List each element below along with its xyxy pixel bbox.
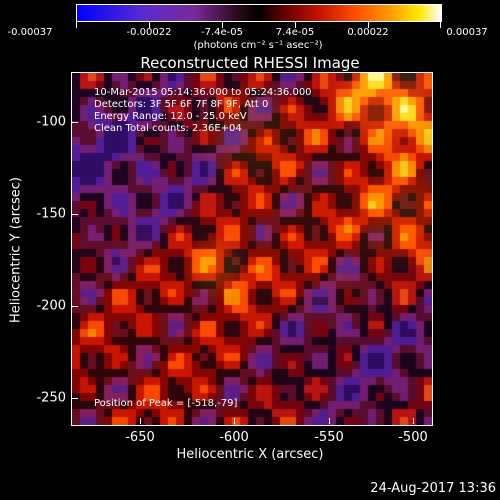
x-tick-label: -500 bbox=[398, 430, 428, 445]
x-axis-label: Heliocentric X (arcsec) bbox=[176, 447, 324, 462]
y-tick bbox=[72, 306, 78, 307]
colorbar-tick bbox=[149, 22, 150, 28]
x-tick bbox=[413, 418, 414, 424]
y-tick bbox=[72, 398, 78, 399]
colorbar-tick bbox=[368, 22, 369, 28]
image-title: Reconstructed RHESSI Image bbox=[140, 54, 360, 72]
colorbar-tick-label: -0.00022 bbox=[126, 27, 172, 38]
colorbar-tick-label: 0.00037 bbox=[446, 27, 488, 38]
y-tick-label: -200 bbox=[36, 298, 66, 314]
x-tick-label: -600 bbox=[219, 430, 249, 445]
x-tick bbox=[140, 418, 141, 424]
y-tick-label: -250 bbox=[36, 390, 66, 406]
detectors-text: Detectors: 3F 5F 6F 7F 8F 9F, Att 0 bbox=[94, 99, 269, 110]
y-tick-label: -150 bbox=[36, 206, 66, 222]
image-pixels bbox=[72, 73, 432, 425]
colorbar-units: (photons cm⁻² s⁻¹ asec⁻²) bbox=[193, 40, 323, 51]
x-tick bbox=[329, 418, 330, 424]
colorbar bbox=[76, 4, 442, 22]
colorbar-tick-label: 7.4e-05 bbox=[275, 27, 315, 38]
image-plot: 10-Mar-2015 05:14:36.000 to 05:24:36.000… bbox=[71, 72, 433, 426]
energy-range-text: Energy Range: 12.0 - 25.0 keV bbox=[94, 111, 247, 122]
y-tick bbox=[72, 122, 78, 123]
x-tick-label: -550 bbox=[314, 430, 344, 445]
peak-position-text: Position of Peak = [-518,-79] bbox=[94, 398, 238, 409]
y-axis-label: Heliocentric Y (arcsec) bbox=[8, 177, 24, 323]
colorbar-tick bbox=[76, 22, 77, 28]
colorbar-tick-label: 0.00022 bbox=[347, 27, 389, 38]
time-range-text: 10-Mar-2015 05:14:36.000 to 05:24:36.000 bbox=[94, 87, 312, 98]
x-tick-label: -650 bbox=[125, 430, 155, 445]
colorbar-tick bbox=[222, 22, 223, 28]
timestamp: 24-Aug-2017 13:36 bbox=[370, 481, 496, 496]
y-tick-label: -100 bbox=[36, 114, 66, 130]
colorbar-tick-label: -0.00037 bbox=[7, 27, 53, 38]
colorbar-tick bbox=[295, 22, 296, 28]
method-counts-text: Clean Total counts: 2.36E+04 bbox=[94, 123, 242, 134]
x-tick bbox=[234, 418, 235, 424]
colorbar-tick-label: -7.4e-05 bbox=[201, 27, 243, 38]
colorbar-tick bbox=[440, 22, 441, 28]
y-tick bbox=[72, 214, 78, 215]
